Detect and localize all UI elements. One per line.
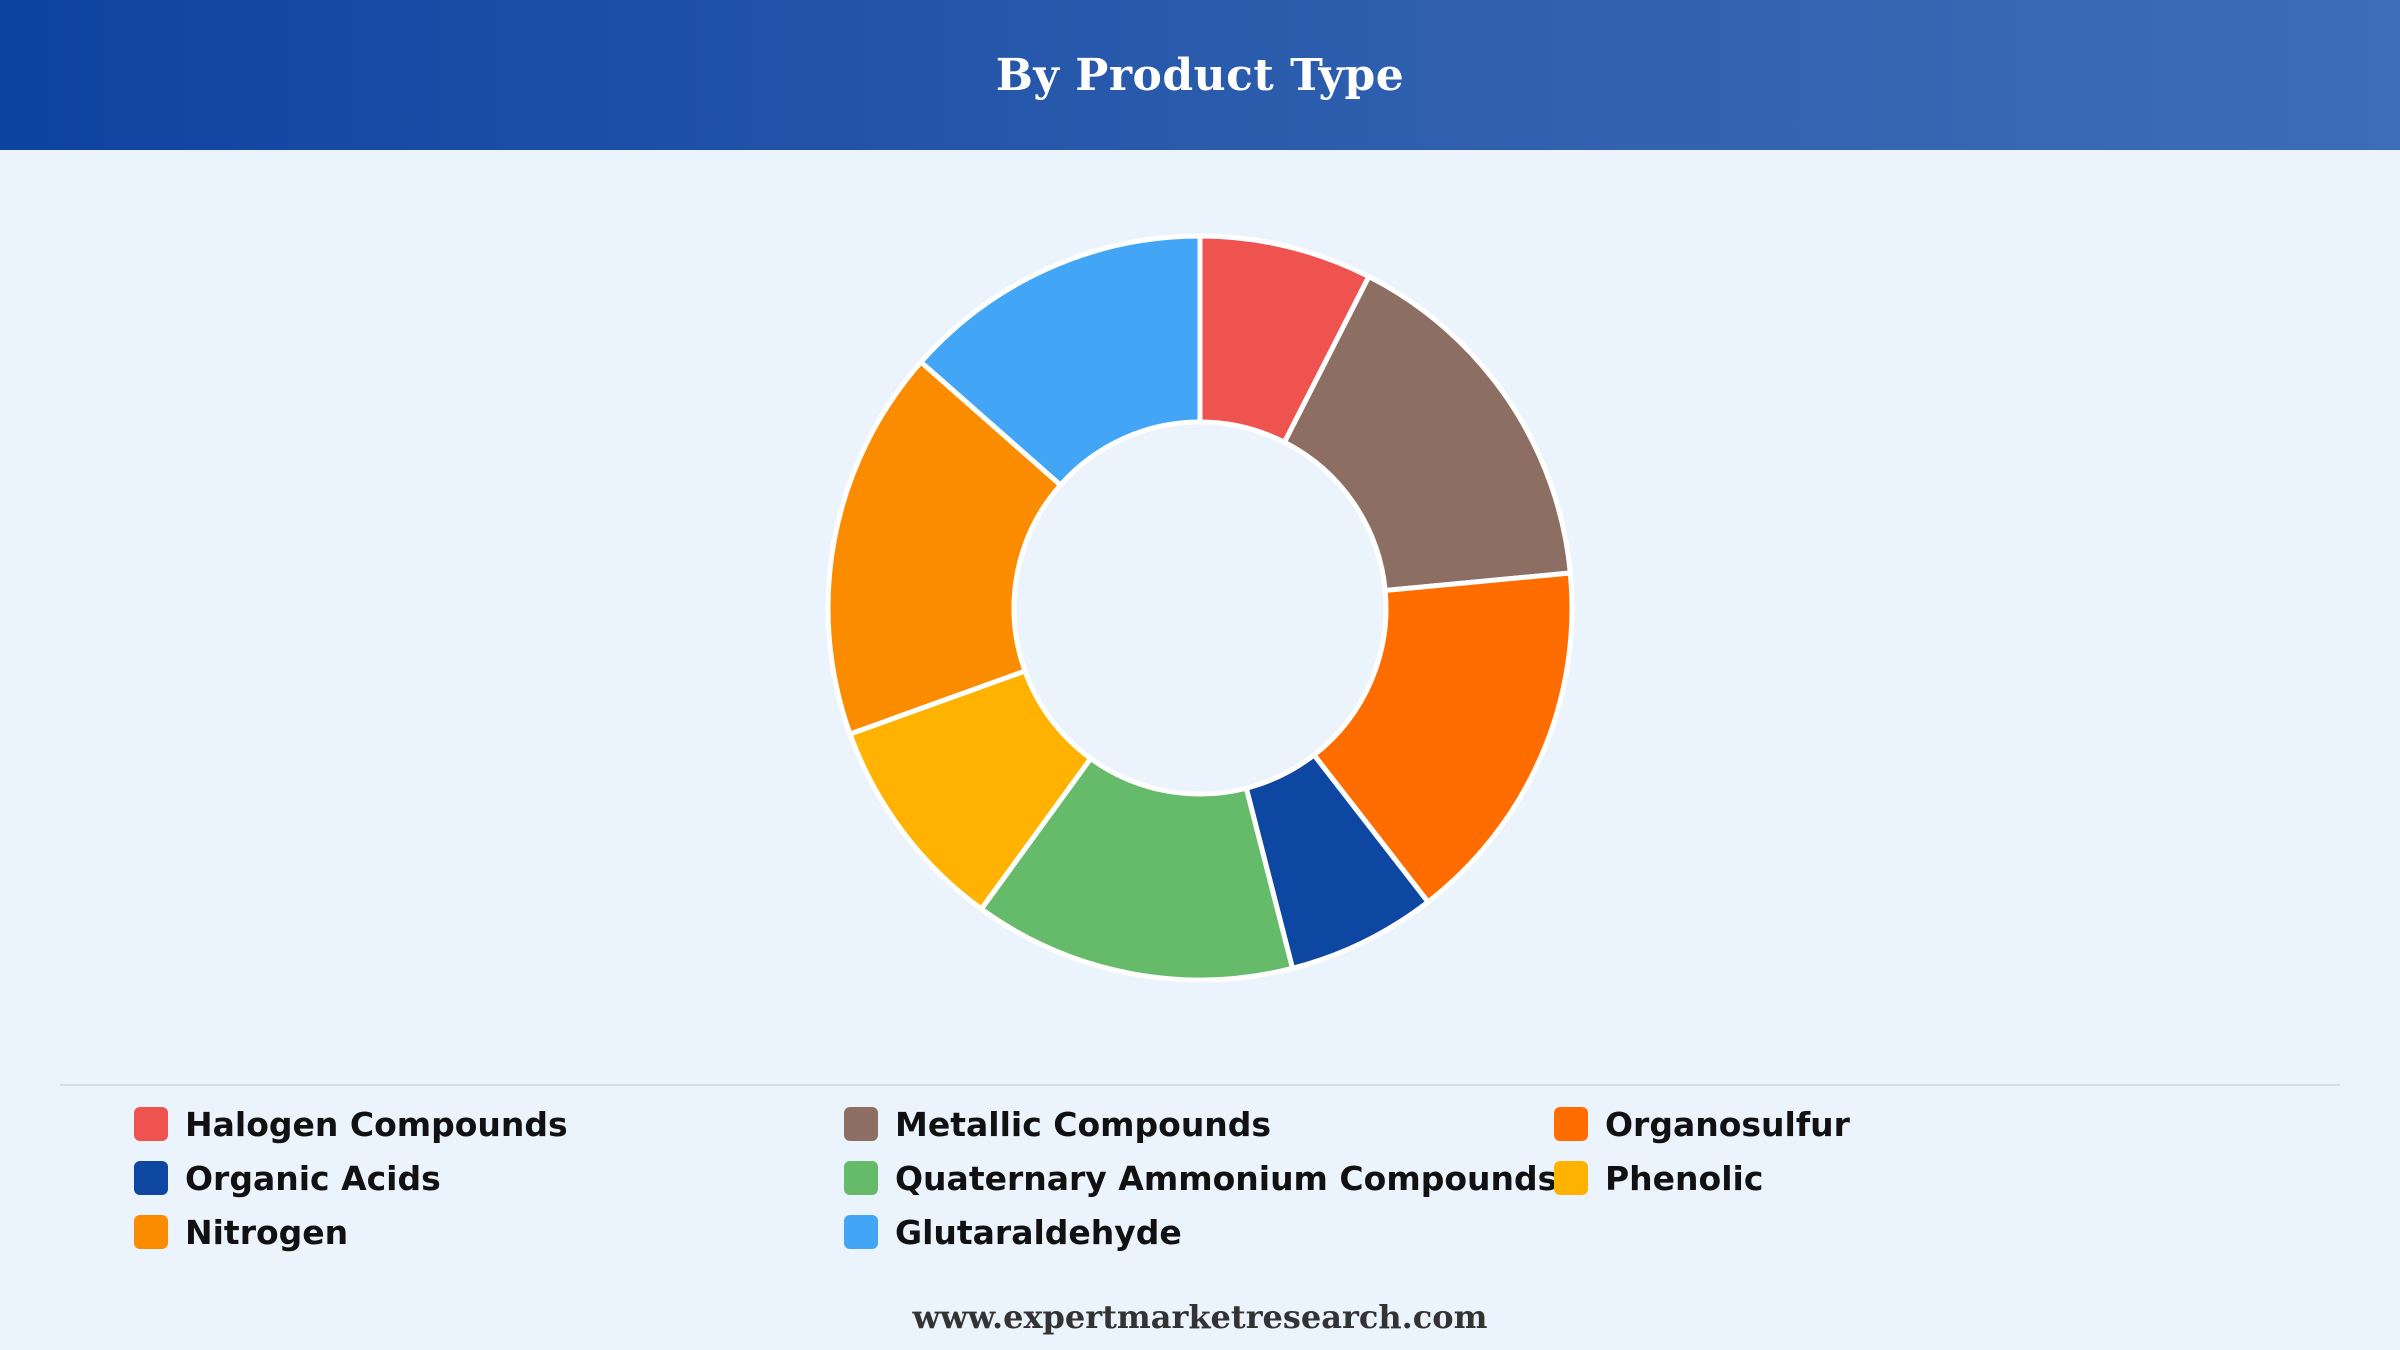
legend-label: Metallic Compounds (895, 1104, 1272, 1144)
donut-chart (825, 233, 1575, 983)
legend-item-organosulfur[interactable]: Organosulfur (1554, 1097, 2264, 1151)
slice-metallic-compounds[interactable] (1281, 274, 1573, 593)
legend-label: Organic Acids (185, 1158, 441, 1198)
legend-label: Phenolic (1605, 1158, 1764, 1198)
slice-organosulfur[interactable] (1311, 570, 1575, 905)
legend-swatch (844, 1215, 878, 1249)
chart-title: By Product Type (995, 49, 1405, 101)
legend-divider (60, 1084, 2340, 1086)
legend-swatch (134, 1215, 168, 1249)
legend-swatch (844, 1161, 878, 1195)
header-banner: By Product Type (0, 0, 2400, 150)
footer-website: www.expertmarketresearch.com (912, 1298, 1488, 1336)
slice-nitrogen[interactable] (825, 359, 1063, 737)
legend-item-glutaraldehyde[interactable]: Glutaraldehyde (844, 1205, 1554, 1259)
legend-label: Organosulfur (1605, 1104, 1850, 1144)
legend-label: Quaternary Ammonium Compounds (895, 1158, 1558, 1198)
legend-item-nitrogen[interactable]: Nitrogen (134, 1205, 844, 1259)
legend-swatch (1554, 1161, 1588, 1195)
legend-item-metallic-compounds[interactable]: Metallic Compounds (844, 1097, 1554, 1151)
chart-legend: Halogen Compounds Metallic Compounds Organ… (134, 1097, 2334, 1259)
legend-label: Glutaraldehyde (895, 1212, 1182, 1252)
legend-item-phenolic[interactable]: Phenolic (1554, 1151, 2264, 1205)
legend-swatch (1554, 1107, 1588, 1141)
legend-item-quaternary-ammonium-compounds[interactable]: Quaternary Ammonium Compounds (844, 1151, 1558, 1205)
legend-swatch (134, 1161, 168, 1195)
legend-label: Nitrogen (185, 1212, 349, 1252)
slice-quaternary-ammonium-compounds[interactable] (978, 755, 1296, 983)
legend-swatch (844, 1107, 878, 1141)
legend-item-halogen-compounds[interactable]: Halogen Compounds (134, 1097, 844, 1151)
donut-slices (825, 233, 1575, 983)
legend-label: Halogen Compounds (185, 1104, 568, 1144)
legend-item-organic-acids[interactable]: Organic Acids (134, 1151, 844, 1205)
slice-glutaraldehyde[interactable] (918, 233, 1203, 488)
legend-swatch (134, 1107, 168, 1141)
